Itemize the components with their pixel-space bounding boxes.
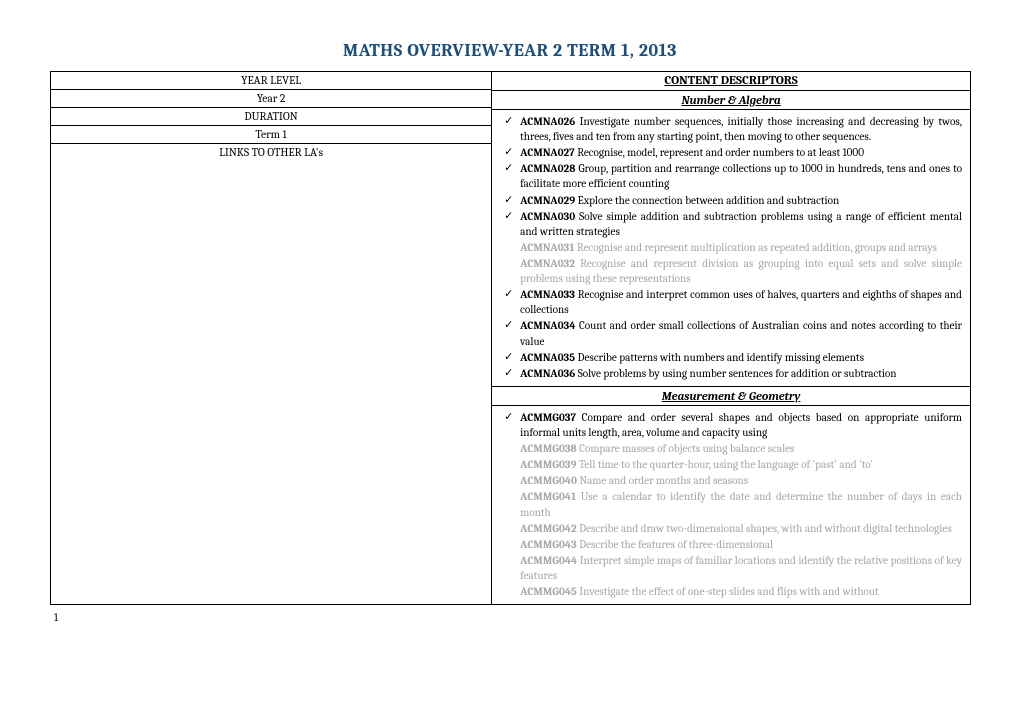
descriptor-item: ACMMG037 Compare and order several shape… <box>500 410 962 440</box>
descriptor-text: Count and order small collections of Aus… <box>520 319 962 347</box>
descriptor-text: Investigate number sequences, initially … <box>520 115 962 143</box>
descriptor-text: Describe patterns with numbers and ident… <box>575 351 864 364</box>
measurement-geometry-block: ACMMG037 Compare and order several shape… <box>492 405 970 605</box>
descriptor-text: Compare and order several shapes and obj… <box>520 411 962 439</box>
descriptor-text: Explore the connection between addition … <box>575 194 839 207</box>
descriptor-code: ACMNA027 <box>520 146 575 159</box>
descriptor-item: ACMMG043 Describe the features of three-… <box>500 537 962 552</box>
descriptor-item: ACMNA029 Explore the connection between … <box>500 193 962 208</box>
descriptor-code: ACMNA033 <box>520 288 575 301</box>
descriptor-text: Compare masses of objects using balance … <box>577 442 795 455</box>
right-column: CONTENT DESCRIPTORS Number & Algebra ACM… <box>492 71 971 605</box>
descriptor-item: ACMMG045 Investigate the effect of one-s… <box>500 584 962 599</box>
descriptor-item: ACMNA030 Solve simple addition and subtr… <box>500 209 962 239</box>
main-table: YEAR LEVEL Year 2 DURATION Term 1 LINKS … <box>50 71 971 605</box>
descriptor-code: ACMMG039 <box>520 458 576 471</box>
descriptor-text: Investigate the effect of one-step slide… <box>577 585 879 598</box>
descriptor-code: ACMNA036 <box>520 367 575 380</box>
descriptor-code: ACMNA032 <box>520 257 575 270</box>
left-spacer <box>51 161 492 605</box>
page-title: MATHS OVERVIEW-YEAR 2 TERM 1, 2013 <box>50 40 970 61</box>
year-level-label: YEAR LEVEL <box>51 71 492 89</box>
descriptor-code: ACMNA035 <box>520 351 575 364</box>
descriptor-item: ACMNA027 Recognise, model, represent and… <box>500 145 962 160</box>
descriptor-item: ACMMG044 Interpret simple maps of famili… <box>500 553 962 583</box>
descriptor-item: ACMMG039 Tell time to the quarter-hour, … <box>500 457 962 472</box>
descriptor-code: ACMMG038 <box>520 442 577 455</box>
number-algebra-block: ACMNA026 Investigate number sequences, i… <box>492 109 970 386</box>
links-label: LINKS TO OTHER LA's <box>51 143 492 161</box>
duration-value: Term 1 <box>51 125 492 143</box>
descriptor-text: Describe the features of three-dimension… <box>577 538 773 551</box>
descriptor-text: Interpret simple maps of familiar locati… <box>520 554 962 582</box>
descriptor-text: Solve simple addition and subtraction pr… <box>520 210 962 238</box>
page-number: 1 <box>50 611 970 624</box>
descriptor-text: Group, partition and rearrange collectio… <box>520 162 962 190</box>
descriptor-code: ACMMG041 <box>520 490 576 503</box>
descriptor-item: ACMNA026 Investigate number sequences, i… <box>500 114 962 144</box>
descriptor-text: Recognise and represent division as grou… <box>520 257 962 285</box>
descriptor-item: ACMNA031 Recognise and represent multipl… <box>500 240 962 255</box>
descriptor-code: ACMNA029 <box>520 194 575 207</box>
descriptor-code: ACMMG042 <box>520 522 577 535</box>
descriptor-text: Tell time to the quarter-hour, using the… <box>576 458 873 471</box>
descriptor-item: ACMMG040 Name and order months and seaso… <box>500 473 962 488</box>
descriptor-item: ACMNA036 Solve problems by using number … <box>500 366 962 381</box>
year-level-value: Year 2 <box>51 89 492 107</box>
descriptor-code: ACMNA026 <box>520 115 575 128</box>
descriptor-code: ACMMG043 <box>520 538 577 551</box>
descriptor-code: ACMNA031 <box>520 241 574 254</box>
number-algebra-header: Number & Algebra <box>492 90 970 109</box>
descriptor-code: ACMMG045 <box>520 585 577 598</box>
measurement-geometry-header: Measurement & Geometry <box>492 386 970 405</box>
descriptor-text: Solve problems by using number sentences… <box>575 367 896 380</box>
descriptor-code: ACMNA030 <box>520 210 575 223</box>
descriptor-code: ACMMG040 <box>520 474 577 487</box>
content-descriptors-header: CONTENT DESCRIPTORS <box>492 71 970 90</box>
descriptor-text: Recognise and represent multiplication a… <box>574 241 937 254</box>
descriptor-item: ACMNA032 Recognise and represent divisio… <box>500 256 962 286</box>
descriptor-code: ACMMG044 <box>520 554 577 567</box>
descriptor-item: ACMMG041 Use a calendar to identify the … <box>500 489 962 519</box>
descriptor-code: ACMMG037 <box>520 411 576 424</box>
descriptor-code: ACMNA028 <box>520 162 575 175</box>
duration-label: DURATION <box>51 107 492 125</box>
descriptor-code: ACMNA034 <box>520 319 575 332</box>
descriptor-item: ACMNA033 Recognise and interpret common … <box>500 287 962 317</box>
descriptor-item: ACMMG042 Describe and draw two-dimension… <box>500 521 962 536</box>
descriptor-text: Describe and draw two-dimensional shapes… <box>577 522 952 535</box>
descriptor-text: Recognise, model, represent and order nu… <box>575 146 864 159</box>
descriptor-text: Recognise and interpret common uses of h… <box>520 288 962 316</box>
descriptor-item: ACMNA035 Describe patterns with numbers … <box>500 350 962 365</box>
descriptor-item: ACMNA034 Count and order small collectio… <box>500 318 962 348</box>
left-column: YEAR LEVEL Year 2 DURATION Term 1 LINKS … <box>51 71 492 605</box>
descriptor-item: ACMMG038 Compare masses of objects using… <box>500 441 962 456</box>
descriptor-text: Name and order months and seasons <box>577 474 748 487</box>
descriptor-text: Use a calendar to identify the date and … <box>520 490 962 518</box>
descriptor-item: ACMNA028 Group, partition and rearrange … <box>500 161 962 191</box>
